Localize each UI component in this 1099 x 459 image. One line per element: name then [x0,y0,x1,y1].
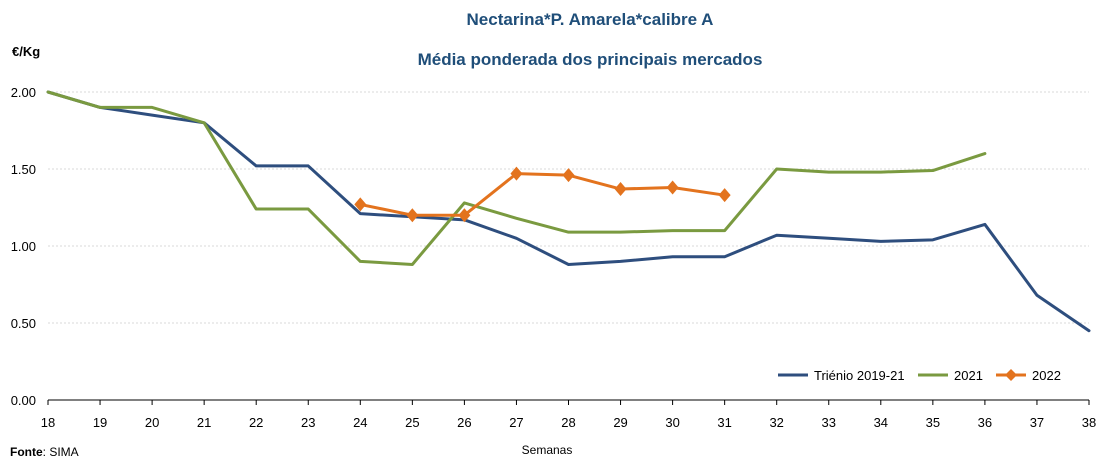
x-tick-label: 25 [405,415,419,430]
x-tick-label: 24 [353,415,367,430]
x-tick-label: 19 [93,415,107,430]
legend: Triénio 2019-21 2021 2022 [778,368,1061,383]
x-tick-label: 18 [41,415,55,430]
chart-title: Nectarina*P. Amarela*calibre A [467,10,714,29]
x-tick-label: 37 [1030,415,1044,430]
x-tick-label: 30 [665,415,679,430]
series-marker-2 [406,208,419,223]
series-marker-2 [718,188,731,203]
series-line-0 [46,90,1091,333]
grid-lines [48,91,1089,324]
legend-marker-2022 [1005,369,1017,381]
x-tick-label: 22 [249,415,263,430]
series-markers [354,166,731,223]
legend-label-2022: 2022 [1032,368,1061,383]
x-tick-label: 28 [561,415,575,430]
x-tick-label: 33 [822,415,836,430]
x-axis-title: Semanas [522,443,573,457]
x-tick-label: 32 [769,415,783,430]
series-marker-2 [354,197,367,212]
series-marker-2 [510,166,523,181]
x-tick-label: 21 [197,415,211,430]
y-axis-ticks: 0.00 0.50 1.00 1.50 2.00 [11,85,36,408]
x-tick-label: 31 [717,415,731,430]
y-tick-label: 2.00 [11,85,36,100]
y-tick-label: 0.00 [11,393,36,408]
series-marker-2 [458,208,471,223]
x-tick-label: 36 [978,415,992,430]
series-line-2 [358,172,727,217]
legend-label-2021: 2021 [954,368,983,383]
source-label: Fonte [10,445,43,459]
series-marker-2 [614,182,627,197]
x-tick-label: 35 [926,415,940,430]
series-marker-2 [562,168,575,183]
x-tick-label: 38 [1082,415,1096,430]
source-note: Fonte: SIMA [10,445,79,459]
legend-label-trienio: Triénio 2019-21 [814,368,905,383]
x-tick-label: 27 [509,415,523,430]
x-axis-ticks: 18 19 20 21 22 23 24 25 26 27 28 29 30 31 32 33 34 35 36 37… [41,400,1096,430]
x-tick-label: 26 [457,415,471,430]
series-lines [46,90,1091,333]
y-tick-label: 1.00 [11,239,36,254]
x-tick-label: 29 [613,415,627,430]
y-tick-label: 0.50 [11,316,36,331]
y-tick-label: 1.50 [11,162,36,177]
source-value: : SIMA [43,445,79,459]
x-tick-label: 20 [145,415,159,430]
x-tick-label: 34 [874,415,888,430]
x-tick-label: 23 [301,415,315,430]
y-axis-unit-label: €/Kg [12,44,40,59]
series-line-1 [46,90,987,266]
series-marker-2 [666,180,679,195]
chart-subtitle: Média ponderada dos principais mercados [418,50,763,69]
